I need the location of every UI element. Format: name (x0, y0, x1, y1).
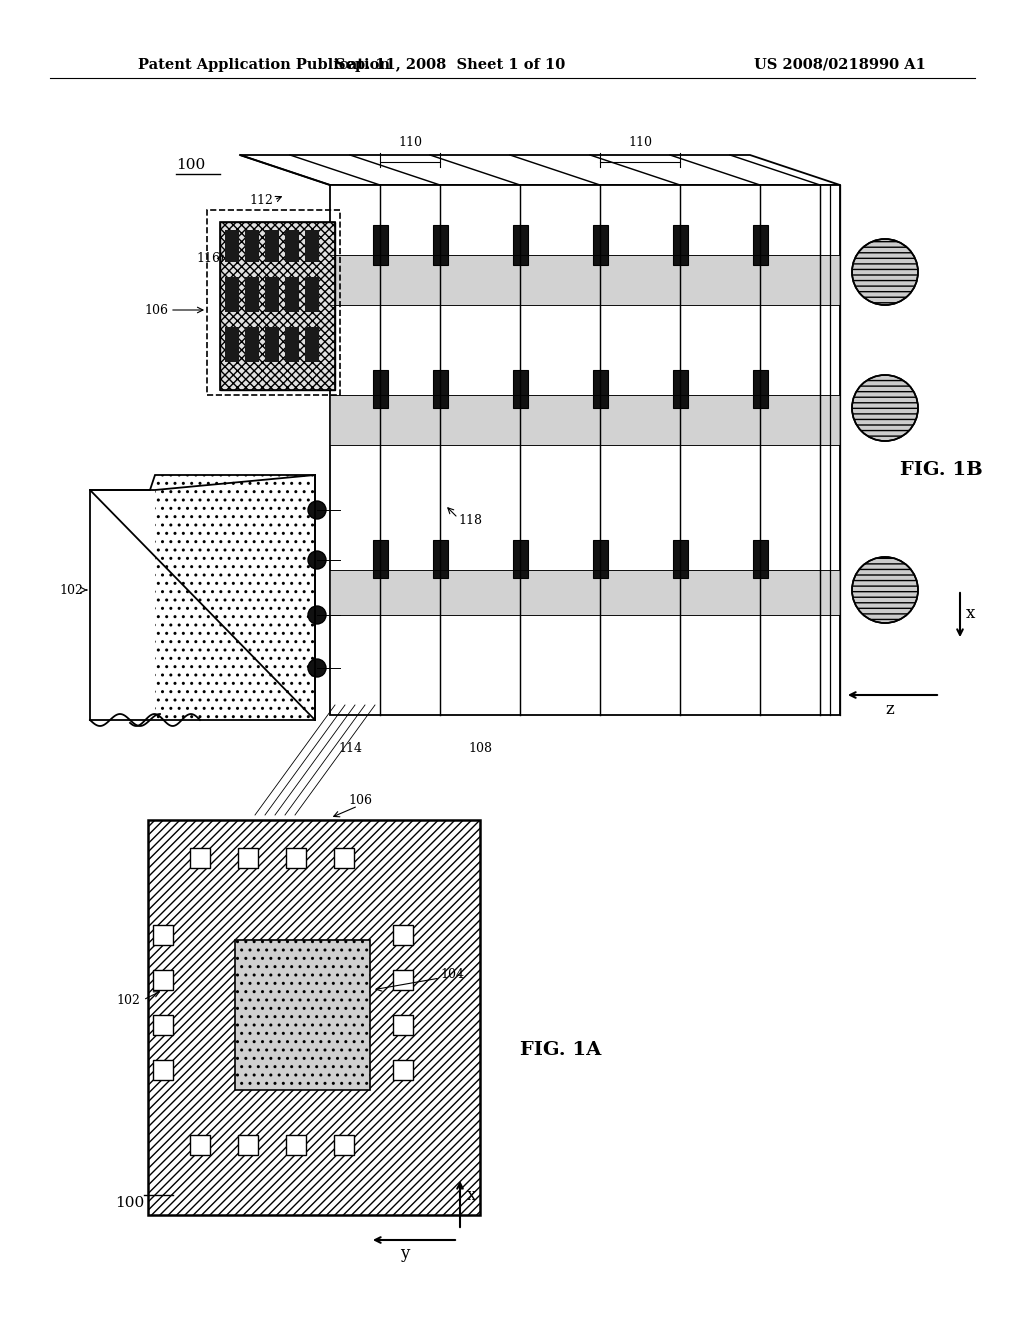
Bar (753, 370, 768, 408)
Bar (155, 475, 315, 719)
Bar (153, 970, 173, 990)
Text: y: y (400, 1245, 410, 1262)
Bar (330, 395, 840, 445)
Bar (393, 1015, 413, 1035)
Circle shape (852, 375, 918, 441)
Bar (334, 1135, 354, 1155)
Bar (593, 370, 608, 408)
Bar (265, 327, 279, 362)
Text: FIG. 1B: FIG. 1B (900, 461, 983, 479)
Bar (433, 540, 449, 578)
Bar (393, 1060, 413, 1080)
Text: 106: 106 (144, 304, 168, 317)
Bar (753, 540, 768, 578)
Bar (285, 327, 299, 362)
Text: FIG. 1A: FIG. 1A (520, 1041, 601, 1059)
Polygon shape (90, 475, 315, 719)
Bar (513, 540, 528, 578)
Polygon shape (240, 154, 840, 185)
Bar (153, 1060, 173, 1080)
Text: Sep. 11, 2008  Sheet 1 of 10: Sep. 11, 2008 Sheet 1 of 10 (335, 58, 565, 73)
Text: 100: 100 (115, 1196, 144, 1210)
Bar (225, 230, 239, 261)
Bar (330, 185, 840, 715)
Text: 100: 100 (176, 158, 205, 172)
Bar (190, 1135, 210, 1155)
Bar (245, 277, 259, 312)
Bar (753, 224, 768, 265)
Bar (513, 224, 528, 265)
Text: x: x (467, 1188, 476, 1204)
Circle shape (308, 550, 326, 569)
Circle shape (308, 659, 326, 677)
Text: 102: 102 (59, 583, 83, 597)
Circle shape (852, 239, 918, 305)
Bar (234, 940, 370, 1090)
Bar (190, 847, 210, 869)
Text: 104: 104 (440, 969, 464, 982)
Bar (285, 230, 299, 261)
Bar (593, 224, 608, 265)
Bar (285, 277, 299, 312)
Bar (673, 540, 688, 578)
Text: 110: 110 (398, 136, 422, 149)
Text: 110: 110 (628, 136, 652, 149)
Bar (433, 224, 449, 265)
Bar (148, 820, 480, 1214)
Circle shape (308, 606, 326, 624)
Bar (265, 277, 279, 312)
Bar (330, 570, 840, 615)
Bar (673, 370, 688, 408)
Text: US 2008/0218990 A1: US 2008/0218990 A1 (754, 58, 926, 73)
Text: 118: 118 (458, 513, 482, 527)
Bar (305, 230, 319, 261)
Bar (220, 222, 335, 389)
Bar (238, 847, 258, 869)
Bar (245, 327, 259, 362)
Bar (373, 224, 388, 265)
Bar (373, 540, 388, 578)
Bar (393, 970, 413, 990)
Bar (207, 210, 340, 395)
Bar (673, 224, 688, 265)
Circle shape (308, 502, 326, 519)
Bar (334, 847, 354, 869)
Bar (330, 255, 840, 305)
Bar (433, 370, 449, 408)
Bar (153, 1015, 173, 1035)
Bar (373, 370, 388, 408)
Text: Patent Application Publication: Patent Application Publication (138, 58, 390, 73)
Circle shape (852, 557, 918, 623)
Bar (286, 1135, 306, 1155)
Text: 114: 114 (338, 742, 362, 755)
Bar (153, 925, 173, 945)
Text: x: x (966, 605, 976, 622)
Text: 116: 116 (196, 252, 220, 264)
Bar (220, 222, 335, 389)
Bar (593, 540, 608, 578)
Bar (393, 925, 413, 945)
Bar (265, 230, 279, 261)
Bar (305, 327, 319, 362)
Bar (513, 370, 528, 408)
Bar (245, 230, 259, 261)
Bar (305, 277, 319, 312)
Bar (225, 277, 239, 312)
Bar (286, 847, 306, 869)
Text: 108: 108 (468, 742, 492, 755)
Text: 106: 106 (348, 793, 372, 807)
Bar (238, 1135, 258, 1155)
Text: 102: 102 (116, 994, 140, 1006)
Text: z: z (886, 701, 894, 718)
Bar (225, 327, 239, 362)
Text: 112: 112 (249, 194, 273, 206)
